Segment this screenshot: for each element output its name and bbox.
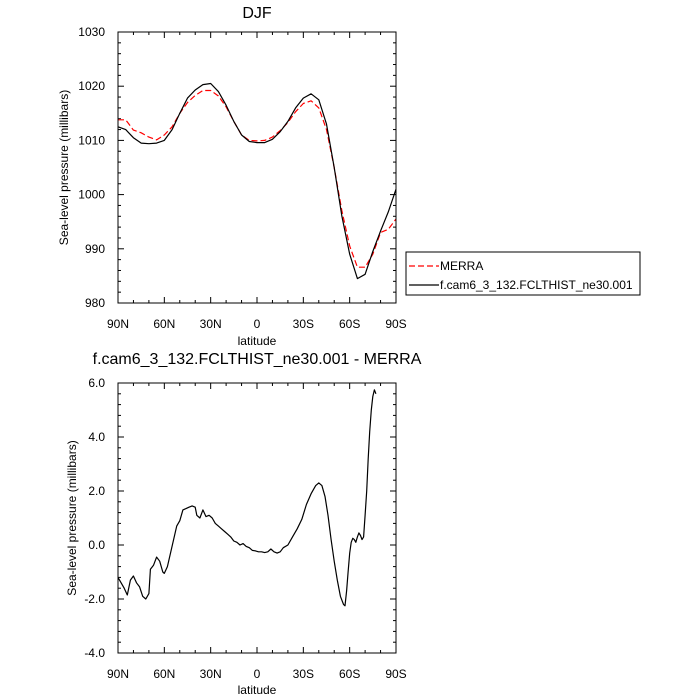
bottom-x-tick-label: 90S (385, 667, 406, 681)
bottom-plot-frame (117, 382, 397, 654)
top-x-tick-label: 30N (200, 317, 222, 331)
bottom-series-group (117, 389, 377, 607)
bottom-y-tick-label: 6.0 (88, 376, 105, 390)
bottom-series-line-0 (117, 389, 377, 607)
bottom-y-tick-label: -4.0 (84, 646, 105, 660)
top-series-line-1 (117, 82, 397, 280)
top-y-tick-label: 990 (85, 242, 105, 256)
bottom-x-tick-label: 30N (200, 667, 222, 681)
bottom-y-axis-label: Sea-level pressure (millibars) (65, 440, 79, 595)
top-x-tick-label: 60S (339, 317, 360, 331)
top-x-tick-label: 30S (293, 317, 314, 331)
bottom-y-tick-label: 0.0 (88, 538, 105, 552)
top-x-axis-label: latitude (238, 334, 277, 348)
bottom-x-axis-label: latitude (238, 683, 277, 697)
bottom-x-tick-label: 30S (293, 667, 314, 681)
bottom-axis-ticks: 90N 60N 30N 0 30S 60S 90S -4.0 -2.0 0.0 2.0 4.0 6.0 (84, 376, 406, 681)
bottom-x-tick-label: 60N (153, 667, 175, 681)
bottom-panel-difference: f.cam6_3_132.FCLTHIST_ne30.001 - MERRA 9… (65, 351, 422, 697)
top-y-tick-label: 980 (85, 296, 105, 310)
legend-label-model: f.cam6_3_132.FCLTHIST_ne30.001 (440, 278, 633, 292)
top-y-tick-label: 1010 (78, 133, 105, 147)
legend-label-merra: MERRA (440, 259, 483, 273)
top-series-group (117, 82, 397, 280)
top-chart-title: DJF (242, 5, 272, 22)
bottom-y-tick-label: 2.0 (88, 484, 105, 498)
top-y-tick-label: 1030 (78, 25, 105, 39)
top-x-tick-label: 0 (254, 317, 261, 331)
top-x-tick-label: 90N (107, 317, 129, 331)
top-y-axis-label: Sea-level pressure (millibars) (57, 90, 71, 245)
legend: MERRA f.cam6_3_132.FCLTHIST_ne30.001 (405, 251, 641, 296)
top-series-line-0 (118, 89, 397, 268)
top-y-tick-label: 1000 (78, 188, 105, 202)
top-axis-ticks: 90N 60N 30N 0 30S 60S 90S 980 990 1000 1010 1020 103… (78, 25, 406, 331)
bottom-y-tick-label: -2.0 (84, 592, 105, 606)
top-x-tick-label: 60N (153, 317, 175, 331)
bottom-y-tick-label: 4.0 (88, 430, 105, 444)
top-plot-frame (117, 31, 397, 304)
legend-box (405, 251, 641, 296)
top-x-tick-label: 90S (385, 317, 406, 331)
top-panel-djf: DJF 90N 60N 30N 0 30S 60S 90S 980 990 1000 1010 102… (57, 5, 641, 348)
bottom-x-tick-label: 60S (339, 667, 360, 681)
bottom-x-tick-label: 90N (107, 667, 129, 681)
top-y-tick-label: 1020 (78, 79, 105, 93)
bottom-chart-title: f.cam6_3_132.FCLTHIST_ne30.001 - MERRA (93, 351, 422, 368)
bottom-x-tick-label: 0 (254, 667, 261, 681)
